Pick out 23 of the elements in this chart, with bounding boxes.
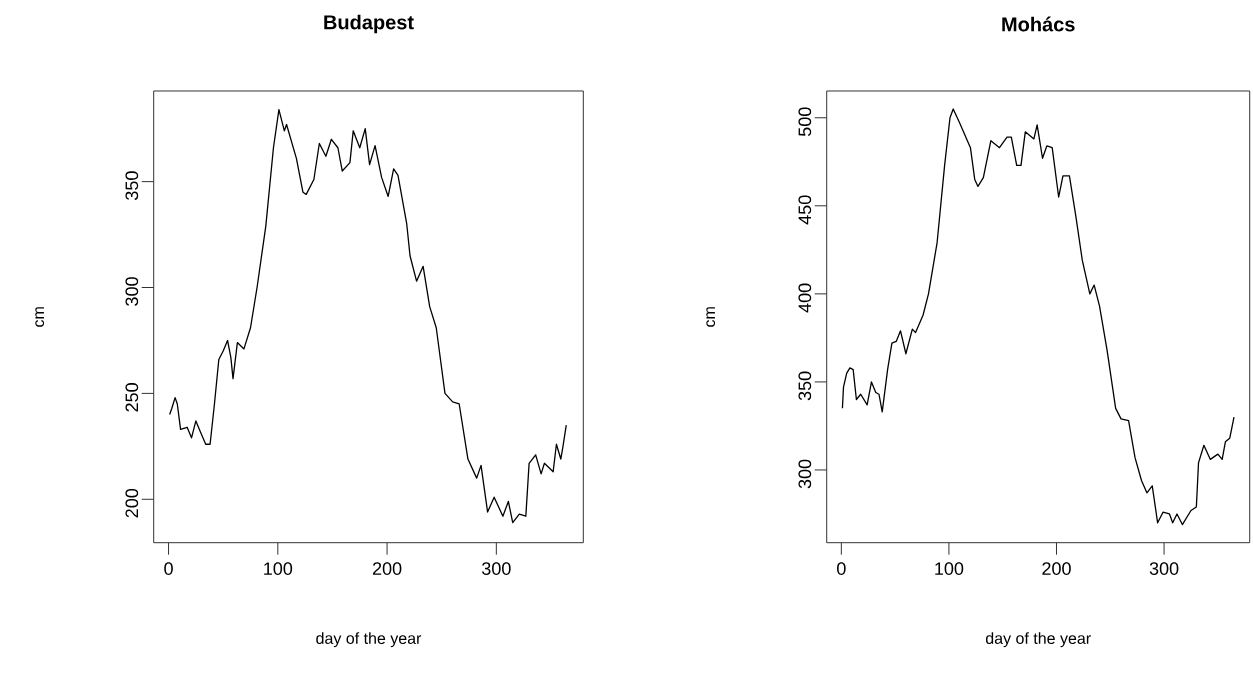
x-tick-label: 0 (164, 562, 173, 575)
y-tick-label: 300 (125, 277, 139, 306)
x-tick-label: 200 (372, 562, 402, 575)
chart-title: Mohács (1002, 16, 1075, 32)
y-axis-title: cm (35, 307, 45, 327)
y-tick-label: 250 (125, 383, 139, 412)
y-tick-label: 450 (798, 195, 812, 225)
y-tick-label: 300 (798, 459, 812, 489)
x-tick-label: 100 (264, 562, 293, 575)
x-tick-label: 300 (482, 562, 511, 575)
x-tick-label: 200 (1042, 562, 1071, 575)
x-axis-title: day of the year (985, 632, 1091, 648)
y-tick-label: 400 (798, 283, 812, 313)
y-tick-label: 500 (798, 107, 812, 137)
y-tick-label: 200 (125, 488, 139, 518)
x-axis-title: day of the year (316, 632, 422, 648)
y-tick-label: 350 (125, 171, 139, 200)
x-tick-label: 0 (837, 562, 846, 575)
y-axis-title: cm (706, 307, 716, 327)
y-tick-label: 350 (798, 371, 812, 401)
chart-title: Budapest (324, 14, 414, 34)
x-tick-label: 100 (935, 562, 964, 575)
x-tick-label: 300 (1149, 562, 1179, 575)
